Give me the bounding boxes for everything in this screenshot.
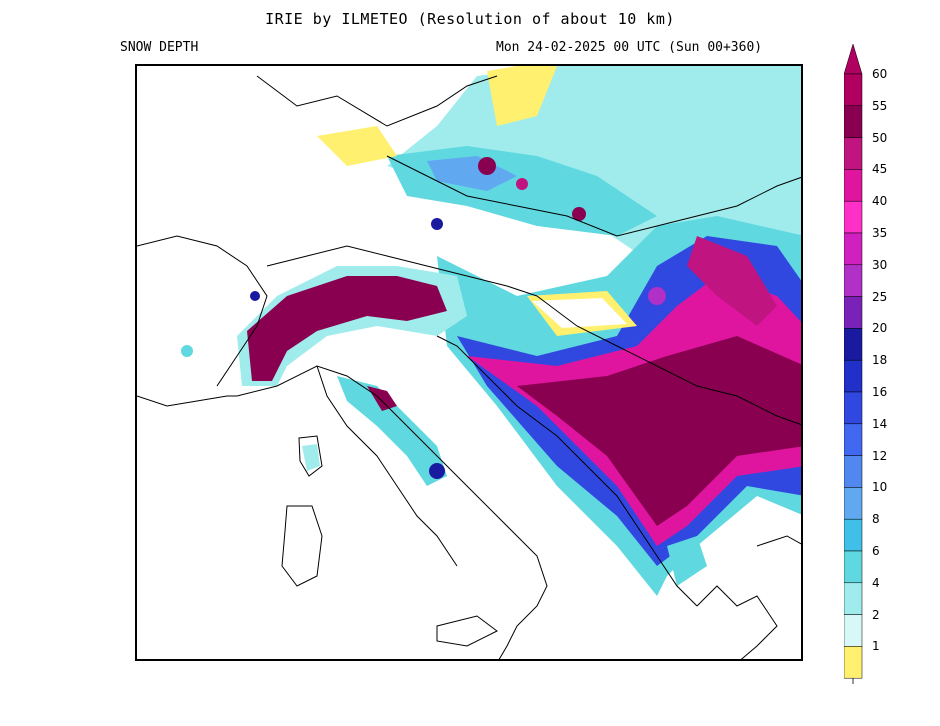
snow-peak-carpathian xyxy=(648,287,666,305)
legend-label-55: 55 xyxy=(872,98,888,113)
legend-swatch-20 xyxy=(844,328,863,361)
border-alps xyxy=(266,245,538,297)
legend-swatch-12 xyxy=(844,455,863,488)
legend-swatch-6 xyxy=(844,550,863,584)
border-balkans xyxy=(536,295,801,426)
snow-peak-alps-west xyxy=(250,291,260,301)
legend-swatch-4 xyxy=(844,582,863,615)
legend-swatch-1 xyxy=(844,646,863,679)
legend-label-45: 45 xyxy=(872,162,888,177)
snow-area-carpathian-arc xyxy=(687,236,777,326)
valid-time-label: Mon 24-02-2025 00 UTC (Sun 00+360) xyxy=(496,40,763,55)
snow-spot-west xyxy=(181,345,193,357)
variable-label: SNOW DEPTH xyxy=(120,40,199,55)
borders xyxy=(137,75,801,659)
coastline-sardinia xyxy=(281,505,323,587)
legend-label-2: 2 xyxy=(872,607,880,622)
snow-depth-map xyxy=(135,64,803,661)
legend-label-1: 1 xyxy=(872,639,880,654)
coastline-france xyxy=(137,395,237,407)
snow-area-corsica xyxy=(302,444,320,471)
coastline-adriatic xyxy=(436,335,698,607)
legend-label-35: 35 xyxy=(872,226,888,240)
snow-peak-czech-2 xyxy=(516,178,528,190)
legend-swatch-16 xyxy=(844,391,863,425)
legend-arrow-top xyxy=(844,44,863,75)
legend-label-60: 60 xyxy=(872,67,888,81)
legend-swatch-8 xyxy=(844,518,863,552)
border-france xyxy=(137,235,268,387)
legend-label-6: 6 xyxy=(872,544,880,558)
coastline-italy-west xyxy=(316,365,458,567)
legend-label-30: 30 xyxy=(872,257,888,272)
legend-swatch-30 xyxy=(844,264,863,297)
legend-swatch-25 xyxy=(844,296,863,329)
snow-peak-czech-3 xyxy=(572,207,586,221)
legend: 60 55 50 45 40 35 30 25 20 18 16 14 12 10 8 6 4 2 1 xyxy=(844,44,914,684)
legend-swatch-10 xyxy=(844,487,863,520)
legend-swatch-18 xyxy=(844,359,863,393)
legend-label-12: 12 xyxy=(872,448,888,463)
legend-swatch-14 xyxy=(844,423,863,456)
legend-label-14: 14 xyxy=(872,416,888,431)
legend-swatch-45 xyxy=(844,169,863,202)
legend-label-20: 20 xyxy=(872,321,888,336)
coastline-sicily xyxy=(436,615,498,647)
legend-swatch-40 xyxy=(844,200,863,234)
snow-shading xyxy=(181,66,801,596)
legend-swatch-35 xyxy=(844,232,863,266)
snow-area-alps xyxy=(247,276,447,381)
legend-label-50: 50 xyxy=(872,130,888,145)
snow-area-greece xyxy=(667,536,707,586)
snow-peak-apennines xyxy=(429,463,445,479)
snow-area-apennines xyxy=(337,376,447,486)
legend-label-16: 16 xyxy=(872,385,888,399)
legend-label-4: 4 xyxy=(872,575,880,590)
coastline-aegean xyxy=(756,535,801,547)
map-svg xyxy=(137,66,801,659)
chart-title: IRIE by ILMETEO (Resolution of about 10 … xyxy=(265,10,675,28)
snow-area-hungary-white xyxy=(532,298,627,328)
snow-peak-czech-1 xyxy=(478,157,496,175)
snow-area-yellow-fringe xyxy=(317,126,397,166)
legend-swatch-50 xyxy=(844,137,863,170)
snow-area-north-yellow xyxy=(487,66,557,126)
border-north xyxy=(256,75,498,127)
legend-swatch-55 xyxy=(844,105,863,138)
legend-label-10: 10 xyxy=(872,480,888,495)
legend-label-40: 40 xyxy=(872,194,888,209)
legend-swatch-60 xyxy=(844,73,863,107)
coastline-corsica xyxy=(298,435,323,477)
legend-bar xyxy=(844,44,863,684)
coastline-italy xyxy=(236,365,548,659)
legend-swatch-2 xyxy=(844,614,863,647)
legend-label-8: 8 xyxy=(872,512,880,527)
legend-label-18: 18 xyxy=(872,353,888,368)
border-central xyxy=(386,155,801,237)
coastline-greece xyxy=(696,585,778,659)
snow-area-balkans-core xyxy=(517,336,801,526)
snow-peak-czech-4 xyxy=(431,218,443,230)
legend-label-25: 25 xyxy=(872,289,888,304)
snow-area-apennines-core xyxy=(367,386,397,411)
